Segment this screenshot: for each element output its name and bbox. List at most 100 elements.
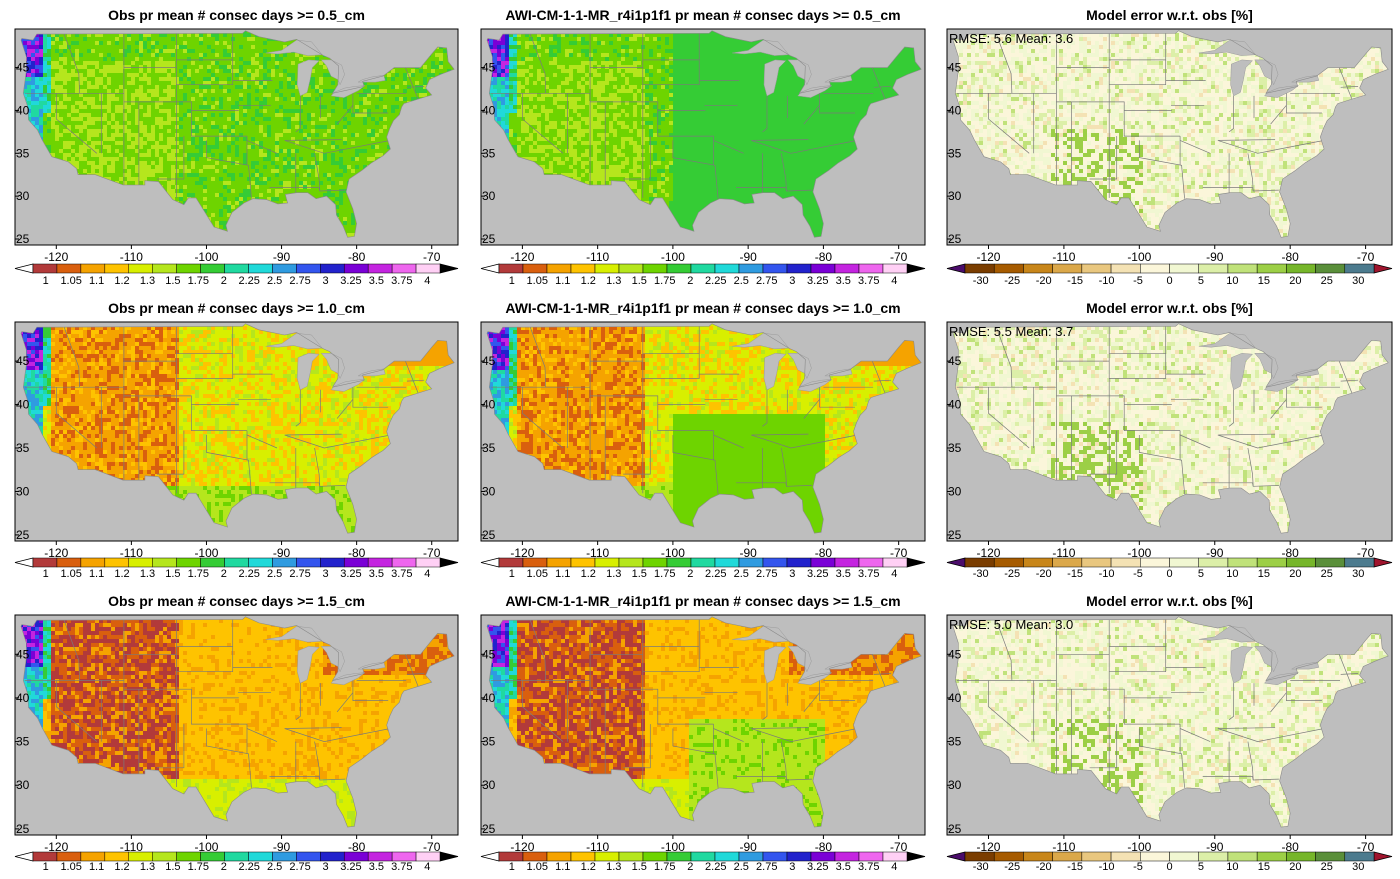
lon-tick-label: -70 [423,250,441,264]
colorbar-label: -30 [973,568,989,580]
lon-tick-label: -70 [890,840,908,854]
colorbar-label: 30 [1352,861,1364,873]
lat-tick-label: 30 [948,778,962,792]
colorbar-label: 1.3 [606,275,621,287]
colorbar-label: 3 [789,275,795,287]
colorbar-swatch [738,557,764,568]
colorbar-label: 2 [687,275,693,287]
colorbar-label: 0 [1166,275,1172,287]
colorbar-high-arrow [439,851,459,862]
colorbar-label: 25 [1321,861,1333,873]
colorbar-label: -30 [973,861,989,873]
colorbar-swatch [1140,263,1170,274]
colorbar-high-arrow [1373,263,1393,274]
colorbar-swatch [1286,557,1316,568]
error-colorbar: -30 -25 -20 -15 -10 -5 0 5 10 15 20 25 30 [946,851,1393,873]
colorbar-swatch [296,851,321,862]
colorbar-swatch [964,851,995,862]
colorbar-label: 2.25 [705,861,726,873]
colorbar-label: 10 [1226,861,1238,873]
coastline [952,323,1389,534]
colorbar-swatch [415,851,441,862]
colorbar-label: 2.25 [239,275,260,287]
map-frame [946,321,1393,542]
lat-tick-label: 40 [482,398,496,412]
lon-tick-label: -100 [661,250,685,264]
colorbar-swatch [1256,851,1287,862]
colorbar-swatch [882,263,908,274]
error-colorbar: -30 -25 -20 -15 -10 -5 0 5 10 15 20 25 30 [946,263,1393,287]
colorbar-label: 3 [322,568,328,580]
value-colorbar: 1 1.05 1.1 1.2 1.3 1.5 1.75 2 2.25 2.5 2.75 3 3.25 3.… [14,557,459,580]
colorbar-swatch [642,557,668,568]
colorbar-high-arrow [1373,851,1393,862]
colorbar-label: 3.75 [858,275,879,287]
colorbar-label: 2.5 [734,568,749,580]
colorbar-label: -20 [1036,861,1052,873]
coastline [952,30,1389,238]
lat-tick-label: 25 [16,528,30,542]
colorbar-label: 3.75 [391,568,412,580]
colorbar-swatch [56,557,82,568]
colorbar-swatch [546,851,572,862]
colorbar-label: 2.25 [239,861,260,873]
map-frame [946,28,1393,246]
colorbar-swatch [415,263,441,274]
colorbar-label: 2 [687,861,693,873]
colorbar-label: 1.5 [632,275,647,287]
colorbar-swatch [1256,263,1287,274]
lat-tick-label: 45 [948,647,962,661]
colorbar-swatch [1169,851,1199,862]
lon-tick-label: -110 [1052,546,1075,560]
colorbar-swatch [858,851,884,862]
colorbar-label: 10 [1226,568,1238,580]
colorbar-swatch [200,557,225,568]
colorbar-label: 3.5 [836,275,851,287]
colorbar-label: 3.5 [836,861,851,873]
colorbar-swatch [498,263,524,274]
colorbar-label: 1.75 [188,568,209,580]
colorbar-label: -25 [1004,275,1020,287]
colorbar-swatch [1256,557,1287,568]
colorbar-swatch [714,557,740,568]
lat-tick-label: 40 [482,103,496,117]
colorbar-swatch [1140,557,1170,568]
lon-tick-label: -70 [423,840,441,854]
model-map-panel: -120 -110 -100 -90 -80 -70 45 40 35 30 25 [480,321,926,560]
lat-tick-label: 35 [482,735,496,749]
colorbar-swatch [993,557,1024,568]
great-lake [297,353,320,391]
colorbar-label: -25 [1004,568,1020,580]
lat-tick-label: 40 [16,691,30,705]
colorbar-label: -20 [1036,275,1052,287]
colorbar-label: 3.25 [340,275,361,287]
colorbar-swatch [762,851,788,862]
lon-tick-label: -120 [976,250,1000,264]
lon-tick-label: -120 [510,250,534,264]
colorbar-swatch [810,263,836,274]
great-lake [1264,672,1300,686]
colorbar-label: -15 [1067,275,1083,287]
panel-title: Model error w.r.t. obs [%] [1086,593,1253,609]
colorbar-swatch [320,263,345,274]
colorbar-swatch [128,263,153,274]
colorbar-swatch [738,263,764,274]
colorbar-swatch [1052,557,1083,568]
colorbar-label: -5 [1133,861,1143,873]
lat-tick-label: 35 [482,441,496,455]
lon-tick-label: -90 [273,250,291,264]
colorbar-swatch [1023,851,1053,862]
colorbar-label: 1.5 [165,861,180,873]
obs-map-panel: -120 -110 -100 -90 -80 -70 45 40 35 30 25 [14,28,459,264]
colorbar-swatch [1081,557,1112,568]
colorbar-label: 2.75 [289,861,310,873]
lon-tick-label: -100 [661,840,685,854]
colorbar-label: 4 [891,861,897,873]
colorbar-swatch [762,263,788,274]
colorbar-label: 2.75 [756,275,777,287]
colorbar-swatch [32,263,58,274]
coastline [952,616,1389,828]
colorbar-swatch [690,851,716,862]
lon-tick-label: -70 [423,546,441,560]
colorbar-swatch [642,851,668,862]
